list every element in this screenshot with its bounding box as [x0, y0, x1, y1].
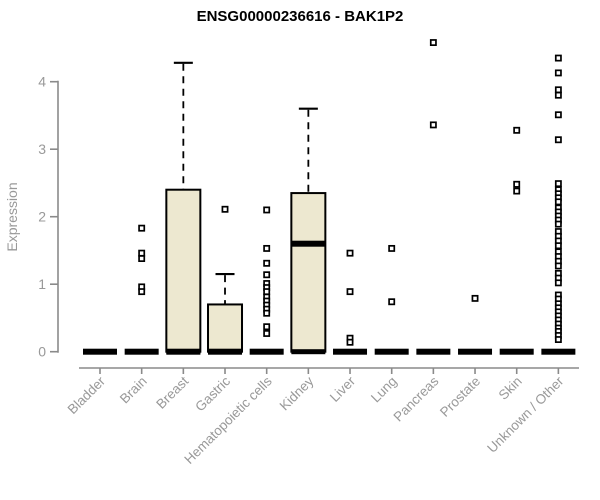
y-tick-label: 3 [38, 141, 46, 157]
x-tick-label-skin: Skin [496, 374, 525, 403]
box-hematopoietic-cells [249, 206, 284, 355]
x-tick-label-brain: Brain [117, 374, 150, 407]
outlier-point [554, 336, 562, 344]
box-pancreas [416, 39, 451, 355]
median-bar [541, 348, 576, 355]
box-liver [333, 249, 368, 355]
y-tick-label: 1 [38, 276, 46, 292]
outlier-point [138, 288, 146, 296]
outlier-point [263, 244, 271, 252]
x-tick-label-unknown-other: Unknown / Other [484, 373, 567, 456]
outlier-point [554, 111, 562, 119]
box-lung [374, 244, 409, 355]
outlier-point [554, 198, 562, 206]
box-rect [207, 303, 244, 353]
outlier-point [263, 330, 271, 337]
box-prostate [458, 294, 493, 355]
median-bar [83, 348, 117, 355]
y-axis-label: Expression [4, 182, 20, 251]
outlier-point [513, 180, 521, 188]
outlier-point [388, 298, 396, 306]
median-bar [124, 348, 159, 355]
outlier-point [554, 54, 562, 62]
x-tick-label-breast: Breast [153, 373, 191, 411]
x-tick-label-prostate: Prostate [437, 374, 483, 420]
x-tick-label-pancreas: Pancreas [391, 373, 442, 424]
outlier-point [263, 206, 271, 214]
outlier-point [263, 323, 271, 331]
outlier-point [138, 249, 146, 257]
outlier-point [263, 288, 271, 296]
median-bar [291, 240, 326, 247]
x-tick-label-bladder: Bladder [65, 373, 109, 417]
median-bar [458, 348, 493, 355]
outlier-point [263, 271, 271, 279]
outlier-point [554, 91, 562, 99]
box-skin [499, 126, 534, 355]
median-bar [374, 348, 409, 355]
x-tick-label-gastric: Gastric [192, 373, 233, 414]
outlier-point [346, 249, 354, 257]
outlier-point [554, 180, 562, 188]
outlier-point [554, 220, 562, 228]
box-kidney [290, 107, 327, 355]
x-tick-label-kidney: Kidney [277, 373, 317, 413]
y-tick-label: 4 [38, 74, 46, 90]
box-bladder [83, 348, 117, 355]
x-tick-label-liver: Liver [327, 373, 359, 405]
chart-title: ENSG00000236616 - BAK1P2 [197, 8, 404, 25]
outlier-point [513, 126, 521, 134]
box-gastric [207, 205, 244, 355]
outlier-point [263, 259, 271, 267]
box-rect [165, 188, 202, 353]
outlier-point [346, 288, 354, 296]
y-tick-label: 2 [38, 209, 46, 225]
y-tick-label: 0 [38, 344, 46, 360]
outlier-point [429, 121, 437, 129]
outlier-point [346, 338, 354, 346]
median-bar [416, 348, 451, 355]
outlier-point [138, 224, 146, 232]
outlier-point [513, 187, 521, 195]
outlier-point [221, 205, 229, 213]
outlier-point [554, 86, 562, 94]
box-unknown-other [541, 54, 576, 355]
x-tick-label-lung: Lung [368, 374, 400, 406]
outlier-point [429, 39, 437, 47]
median-bar [249, 348, 284, 355]
box-brain [124, 224, 159, 355]
outlier-point [263, 309, 271, 317]
median-bar [333, 348, 368, 355]
outlier-point [554, 69, 562, 77]
median-bar [499, 348, 534, 355]
outlier-point [554, 242, 562, 250]
outlier-point [554, 262, 562, 270]
outlier-point [388, 244, 396, 252]
box-rect [290, 192, 327, 353]
box-breast [165, 61, 202, 355]
outlier-point [138, 255, 146, 262]
median-bar [166, 348, 201, 355]
median-bar [208, 348, 243, 355]
outlier-point [471, 294, 479, 302]
outlier-point [554, 136, 562, 144]
box-bottom-bar [291, 349, 326, 355]
outlier-point [554, 279, 562, 287]
